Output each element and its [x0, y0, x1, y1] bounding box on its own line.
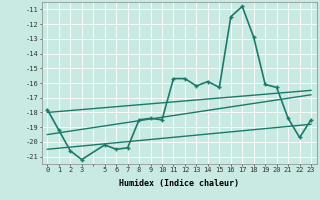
- X-axis label: Humidex (Indice chaleur): Humidex (Indice chaleur): [119, 179, 239, 188]
